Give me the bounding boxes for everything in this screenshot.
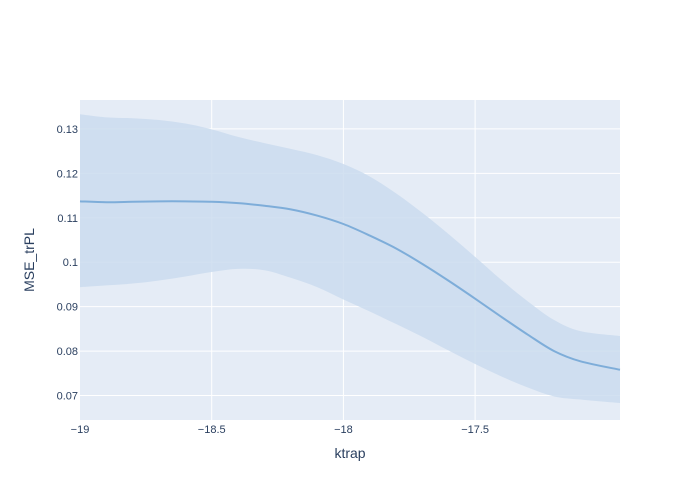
y-tick-label: 0.11 <box>57 213 78 225</box>
x-tick-label: −17.5 <box>461 424 489 436</box>
y-tick-label: 0.12 <box>57 168 78 180</box>
x-axis-title: ktrap <box>334 445 365 461</box>
y-tick-label: 0.1 <box>63 257 78 269</box>
x-tick-label: −19 <box>71 424 90 436</box>
y-tick-labels: 0.07 0.08 0.09 0.1 0.11 0.12 0.13 <box>57 124 78 403</box>
x-tick-label: −18 <box>334 424 353 436</box>
y-tick-label: 0.13 <box>57 124 78 136</box>
y-tick-label: 0.07 <box>57 391 78 403</box>
x-tick-labels: −19 −18.5 −18 −17.5 <box>71 424 489 436</box>
y-tick-label: 0.09 <box>57 302 78 314</box>
y-tick-label: 0.08 <box>57 346 78 358</box>
series-line <box>79 200 621 371</box>
x-tick-label: −18.5 <box>198 424 226 436</box>
confidence-band <box>80 114 620 404</box>
y-axis-title: MSE_trPL <box>21 228 37 292</box>
